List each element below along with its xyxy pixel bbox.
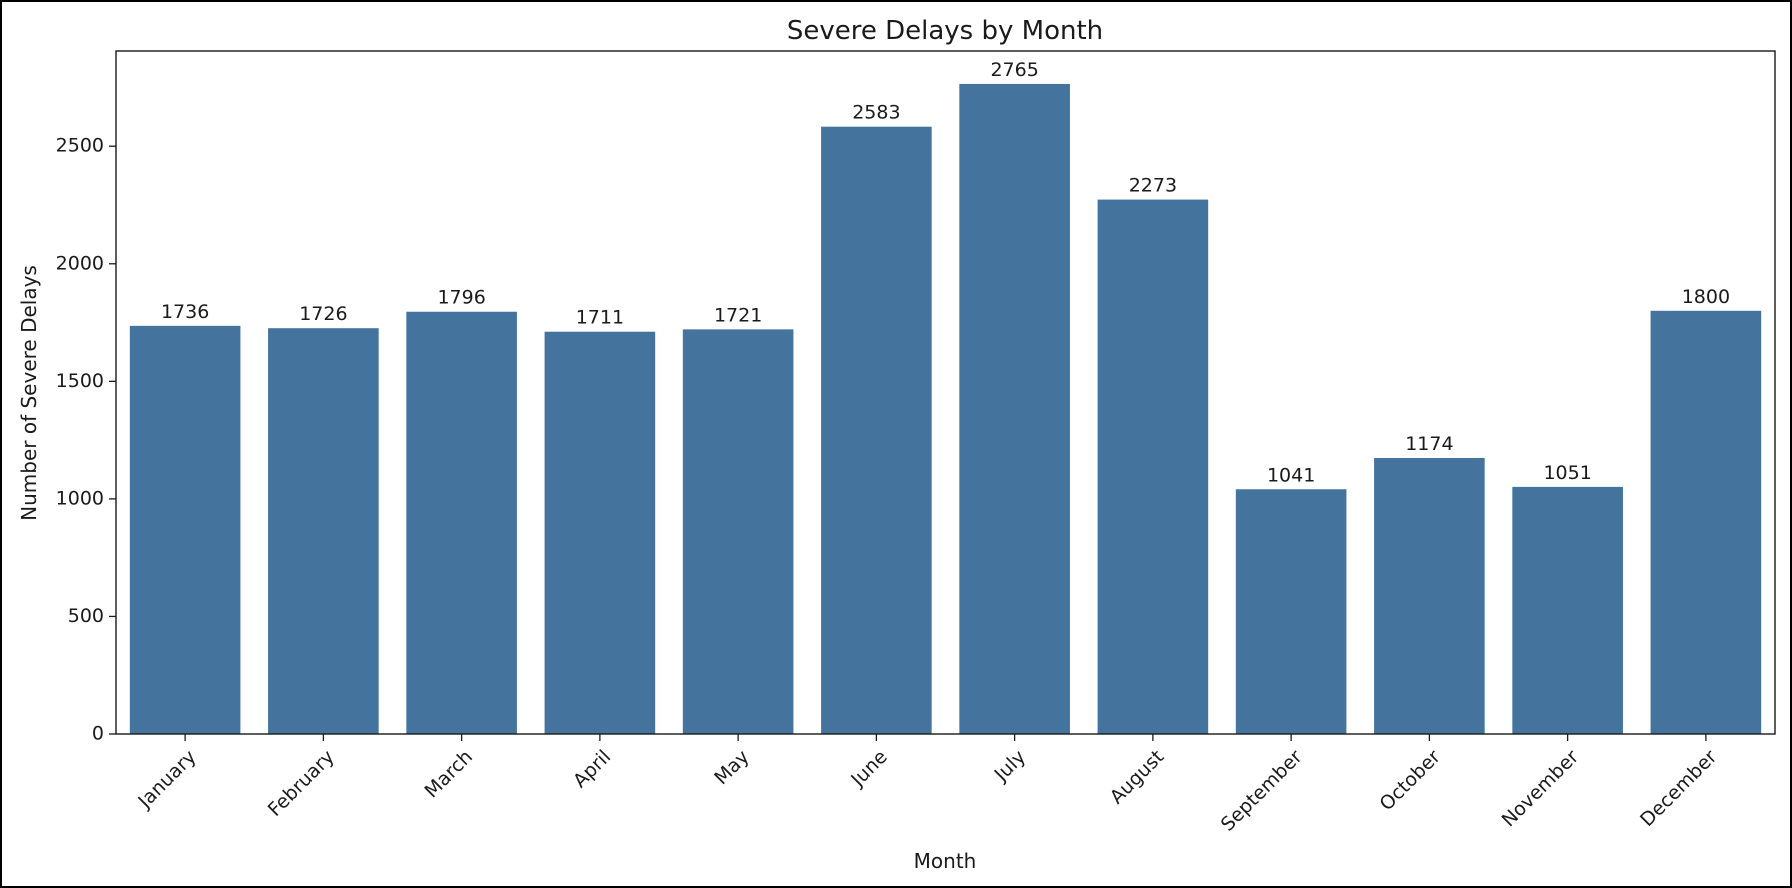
- plot-frame: [115, 50, 1776, 735]
- value-label-may: 1721: [714, 304, 762, 326]
- value-label-february: 1726: [299, 303, 347, 325]
- bar-december: [1650, 310, 1762, 734]
- value-label-september: 1041: [1267, 464, 1315, 486]
- value-label-august: 2273: [1129, 175, 1177, 197]
- x-tick-label-august: August: [1106, 746, 1169, 809]
- chart-title: Severe Delays by Month: [787, 16, 1103, 46]
- y-tick-label-1500: 1500: [56, 370, 104, 392]
- bar-april: [544, 331, 656, 734]
- bar-february: [268, 328, 379, 734]
- value-label-march: 1796: [437, 287, 485, 309]
- x-tick-label-march: March: [421, 746, 478, 803]
- x-ticks-layer: January February March April May June July Augu…: [133, 734, 1721, 836]
- value-label-december: 1800: [1682, 286, 1730, 308]
- x-axis-label: Month: [914, 849, 977, 873]
- x-tick-label-june: June: [846, 746, 892, 792]
- y-axis-label: Number of Severe Delays: [17, 265, 41, 521]
- bar-march: [406, 311, 517, 734]
- bar-july: [959, 83, 1070, 735]
- value-label-november: 1051: [1543, 462, 1591, 484]
- x-tick-label-february: February: [264, 746, 339, 821]
- x-tick-label-october: October: [1375, 746, 1444, 815]
- y-tick-label-2500: 2500: [56, 135, 104, 157]
- value-label-july: 2765: [990, 59, 1038, 81]
- x-tick-label-may: May: [710, 746, 753, 789]
- bar-september: [1235, 489, 1347, 734]
- x-tick-label-july: July: [990, 746, 1030, 786]
- value-label-january: 1736: [161, 301, 209, 323]
- x-tick-label-november: November: [1498, 746, 1584, 832]
- bar-august: [1097, 199, 1209, 735]
- y-tick-label-500: 500: [68, 605, 104, 627]
- bars-layer: [129, 83, 1762, 735]
- x-tick-label-april: April: [569, 746, 615, 792]
- bar-june: [821, 126, 932, 734]
- y-ticks-layer: 0 500 1000 1500 2000 2500: [56, 135, 116, 745]
- bar-november: [1512, 486, 1623, 734]
- value-label-june: 2583: [852, 102, 900, 124]
- bar-may: [682, 329, 794, 734]
- x-tick-label-december: December: [1636, 746, 1721, 831]
- value-label-april: 1711: [576, 307, 624, 329]
- x-tick-label-september: September: [1217, 746, 1307, 836]
- bar-october: [1374, 457, 1485, 734]
- x-tick-label-january: January: [133, 746, 200, 813]
- value-label-october: 1174: [1405, 433, 1453, 455]
- bar-january: [129, 325, 241, 734]
- y-tick-label-0: 0: [92, 723, 104, 745]
- y-tick-label-1000: 1000: [56, 487, 104, 509]
- y-tick-label-2000: 2000: [56, 252, 104, 274]
- value-labels-layer: 1736 1726 1796 1711 1721 2583 2765 2273 1041 1174…: [161, 59, 1730, 486]
